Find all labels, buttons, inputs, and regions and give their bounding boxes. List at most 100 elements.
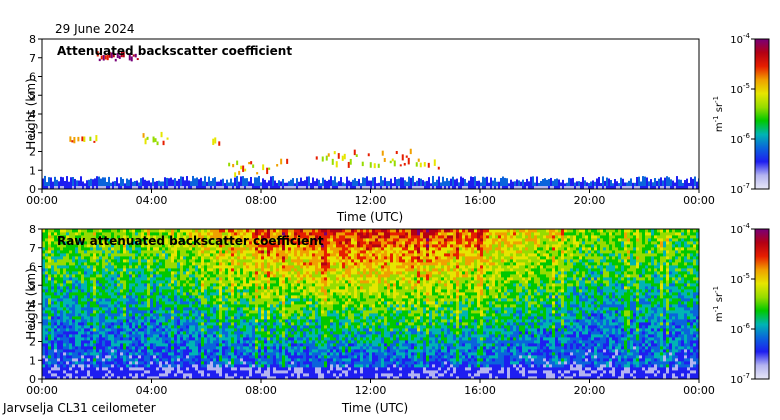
- raw-cell: [291, 355, 295, 359]
- raw-cell: [168, 340, 172, 344]
- boundary-layer-cell: [196, 177, 198, 189]
- raw-cell: [270, 286, 274, 290]
- raw-cell: [150, 316, 154, 320]
- boundary-layer-cell: [398, 178, 400, 189]
- raw-cell: [84, 349, 88, 353]
- cloud-cell: [373, 163, 376, 169]
- raw-cell: [171, 265, 175, 269]
- raw-cell: [267, 271, 271, 275]
- raw-cell: [276, 361, 280, 365]
- raw-cell: [282, 295, 286, 299]
- raw-cell: [168, 256, 172, 260]
- raw-cell: [225, 346, 229, 350]
- raw-cell: [141, 343, 145, 347]
- raw-cell: [90, 313, 94, 317]
- raw-cell: [267, 229, 271, 233]
- raw-cell: [138, 349, 142, 353]
- raw-cell: [84, 316, 88, 320]
- raw-cell: [261, 370, 265, 374]
- raw-cell: [237, 307, 241, 311]
- raw-cell: [246, 316, 250, 320]
- raw-cell: [72, 352, 76, 356]
- raw-cell: [171, 274, 175, 278]
- raw-cell: [207, 253, 211, 257]
- boundary-layer-cell: [624, 182, 626, 189]
- cloud-cell: [240, 165, 243, 170]
- raw-cell: [66, 298, 70, 302]
- boundary-layer-cell: [386, 181, 388, 189]
- raw-cell: [207, 304, 211, 308]
- raw-cell: [189, 367, 193, 371]
- raw-cell: [165, 340, 169, 344]
- raw-cell: [237, 349, 241, 353]
- raw-cell: [210, 262, 214, 266]
- raw-cell: [153, 235, 157, 239]
- raw-cell: [57, 322, 61, 326]
- raw-cell: [150, 271, 154, 275]
- raw-cell: [252, 373, 256, 377]
- raw-cell: [261, 271, 265, 275]
- raw-cell: [147, 337, 151, 341]
- raw-cell: [99, 301, 103, 305]
- raw-cell: [243, 241, 247, 245]
- raw-cell: [222, 346, 226, 350]
- boundary-layer-cell: [318, 186, 320, 189]
- raw-cell: [282, 280, 286, 284]
- raw-cell: [231, 370, 235, 374]
- raw-cell: [132, 304, 136, 308]
- cloud-cell: [228, 162, 231, 167]
- raw-cell: [216, 238, 220, 242]
- raw-cell: [42, 322, 46, 326]
- raw-cell: [84, 289, 88, 293]
- raw-cell: [273, 334, 277, 338]
- raw-cell: [114, 259, 118, 263]
- boundary-layer-cell: [590, 181, 592, 189]
- raw-cell: [96, 346, 100, 350]
- boundary-layer-cell: [484, 177, 486, 189]
- raw-cell: [63, 247, 67, 251]
- raw-cell: [180, 301, 184, 305]
- raw-cell: [66, 364, 70, 368]
- raw-cell: [102, 328, 106, 332]
- raw-cell: [63, 355, 67, 359]
- raw-cell: [90, 256, 94, 260]
- raw-cell: [165, 235, 169, 239]
- boundary-layer-cell: [284, 186, 286, 189]
- raw-cell: [96, 301, 100, 305]
- raw-cell: [45, 334, 49, 338]
- boundary-layer-cell: [276, 186, 278, 189]
- raw-cell: [156, 316, 160, 320]
- raw-cell: [186, 247, 190, 251]
- raw-cell: [60, 364, 64, 368]
- raw-cell: [150, 238, 154, 242]
- raw-cell: [174, 322, 178, 326]
- raw-cell: [219, 337, 223, 341]
- raw-cell: [279, 310, 283, 314]
- raw-cell: [198, 304, 202, 308]
- raw-cell: [147, 277, 151, 281]
- raw-cell: [270, 268, 274, 272]
- raw-cell: [249, 286, 253, 290]
- raw-cell: [186, 301, 190, 305]
- raw-cell: [225, 235, 229, 239]
- raw-cell: [168, 268, 172, 272]
- raw-cell: [108, 247, 112, 251]
- cloud-cell: [98, 58, 101, 62]
- boundary-layer-cell: [414, 186, 416, 189]
- raw-cell: [225, 232, 229, 236]
- raw-cell: [75, 244, 79, 248]
- raw-cell: [198, 343, 202, 347]
- raw-cell: [225, 274, 229, 278]
- raw-cell: [153, 262, 157, 266]
- raw-cell: [135, 343, 139, 347]
- raw-cell: [57, 373, 61, 377]
- raw-cell: [66, 232, 70, 236]
- raw-cell: [141, 286, 145, 290]
- raw-cell: [186, 316, 190, 320]
- raw-cell: [48, 361, 52, 365]
- boundary-layer-cell: [456, 178, 458, 189]
- boundary-layer-cell: [278, 180, 280, 189]
- raw-cell: [66, 334, 70, 338]
- raw-cell: [42, 334, 46, 338]
- raw-cell: [210, 304, 214, 308]
